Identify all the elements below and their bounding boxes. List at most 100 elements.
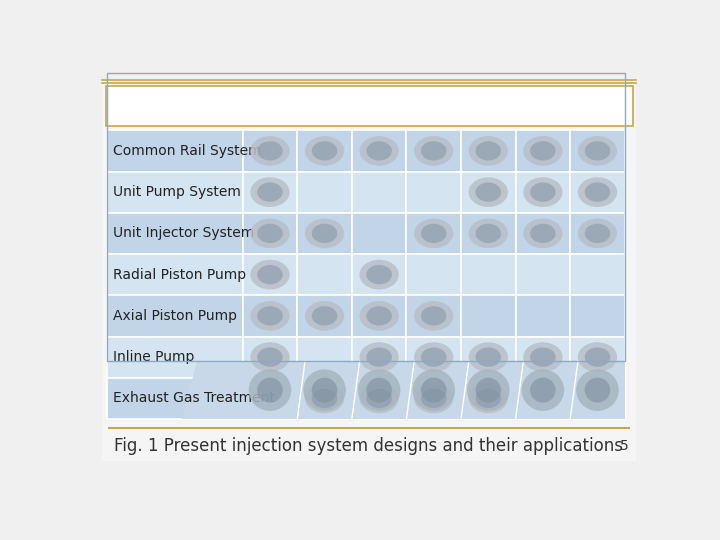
Ellipse shape (359, 301, 399, 330)
Bar (516, 130, 570, 172)
Bar (352, 378, 406, 419)
Ellipse shape (578, 342, 617, 372)
Text: Axial Piston Pump: Axial Piston Pump (113, 309, 238, 323)
Bar (243, 213, 297, 254)
Bar (406, 254, 461, 295)
Ellipse shape (257, 306, 283, 326)
Ellipse shape (467, 369, 510, 411)
Ellipse shape (358, 369, 400, 411)
Bar (297, 130, 352, 172)
Bar (516, 378, 570, 419)
Bar (461, 172, 516, 213)
Ellipse shape (257, 183, 283, 202)
Ellipse shape (414, 219, 454, 248)
Ellipse shape (366, 389, 392, 408)
Ellipse shape (366, 377, 392, 403)
Ellipse shape (585, 224, 611, 243)
Ellipse shape (359, 383, 399, 413)
Bar (107, 72, 625, 361)
Text: Unit Pump System: Unit Pump System (113, 185, 241, 199)
Ellipse shape (421, 306, 446, 326)
Bar (106, 86, 632, 126)
Bar (406, 130, 461, 172)
Bar (352, 130, 406, 172)
Ellipse shape (523, 219, 562, 248)
Ellipse shape (303, 369, 346, 411)
Bar (107, 254, 243, 295)
Ellipse shape (248, 369, 292, 411)
Ellipse shape (251, 136, 289, 166)
Ellipse shape (359, 260, 399, 289)
Ellipse shape (414, 136, 454, 166)
Ellipse shape (366, 347, 392, 367)
Bar (107, 130, 243, 172)
Ellipse shape (475, 183, 501, 202)
Ellipse shape (414, 301, 454, 330)
Ellipse shape (359, 342, 399, 372)
Ellipse shape (312, 141, 338, 160)
Ellipse shape (469, 219, 508, 248)
Bar (107, 295, 243, 336)
Bar (297, 213, 352, 254)
Ellipse shape (251, 177, 289, 207)
Bar (461, 378, 516, 419)
Bar (243, 378, 297, 419)
Ellipse shape (359, 136, 399, 166)
Bar (243, 336, 297, 378)
Bar (352, 254, 406, 295)
Bar (461, 336, 516, 378)
Text: Inline Pump: Inline Pump (113, 350, 194, 364)
Text: Common Rail System: Common Rail System (113, 144, 262, 158)
Ellipse shape (523, 136, 562, 166)
Ellipse shape (530, 224, 556, 243)
Bar (516, 213, 570, 254)
Bar (243, 172, 297, 213)
Text: Radial Piston Pump: Radial Piston Pump (113, 268, 246, 282)
Bar (570, 130, 625, 172)
Ellipse shape (421, 224, 446, 243)
Bar (461, 213, 516, 254)
Ellipse shape (251, 219, 289, 248)
Bar (516, 336, 570, 378)
Ellipse shape (585, 377, 611, 403)
Bar (107, 172, 243, 213)
Ellipse shape (523, 177, 562, 207)
Bar (406, 213, 461, 254)
Ellipse shape (578, 136, 617, 166)
Bar (352, 295, 406, 336)
Ellipse shape (305, 136, 344, 166)
Bar (516, 254, 570, 295)
Ellipse shape (585, 183, 611, 202)
Bar (570, 378, 625, 419)
Ellipse shape (421, 389, 446, 408)
Polygon shape (181, 361, 625, 419)
Ellipse shape (523, 342, 562, 372)
Bar (570, 295, 625, 336)
Ellipse shape (578, 177, 617, 207)
Ellipse shape (421, 347, 446, 367)
Bar (352, 213, 406, 254)
Ellipse shape (475, 224, 501, 243)
Ellipse shape (251, 342, 289, 372)
Ellipse shape (469, 342, 508, 372)
Text: Unit Injector System: Unit Injector System (113, 226, 254, 240)
Ellipse shape (251, 260, 289, 289)
Ellipse shape (305, 219, 344, 248)
Ellipse shape (312, 224, 338, 243)
Bar (107, 336, 243, 378)
Bar (461, 130, 516, 172)
Ellipse shape (366, 141, 392, 160)
Bar (516, 295, 570, 336)
Text: Fig. 1 Present injection system designs and their applications: Fig. 1 Present injection system designs … (114, 437, 624, 455)
Ellipse shape (312, 306, 338, 326)
Ellipse shape (475, 347, 501, 367)
Bar (570, 172, 625, 213)
Ellipse shape (469, 136, 508, 166)
Bar (516, 172, 570, 213)
Bar (243, 295, 297, 336)
Ellipse shape (576, 369, 618, 411)
Ellipse shape (475, 377, 501, 403)
Ellipse shape (312, 377, 338, 403)
Ellipse shape (421, 141, 446, 160)
Ellipse shape (585, 141, 611, 160)
